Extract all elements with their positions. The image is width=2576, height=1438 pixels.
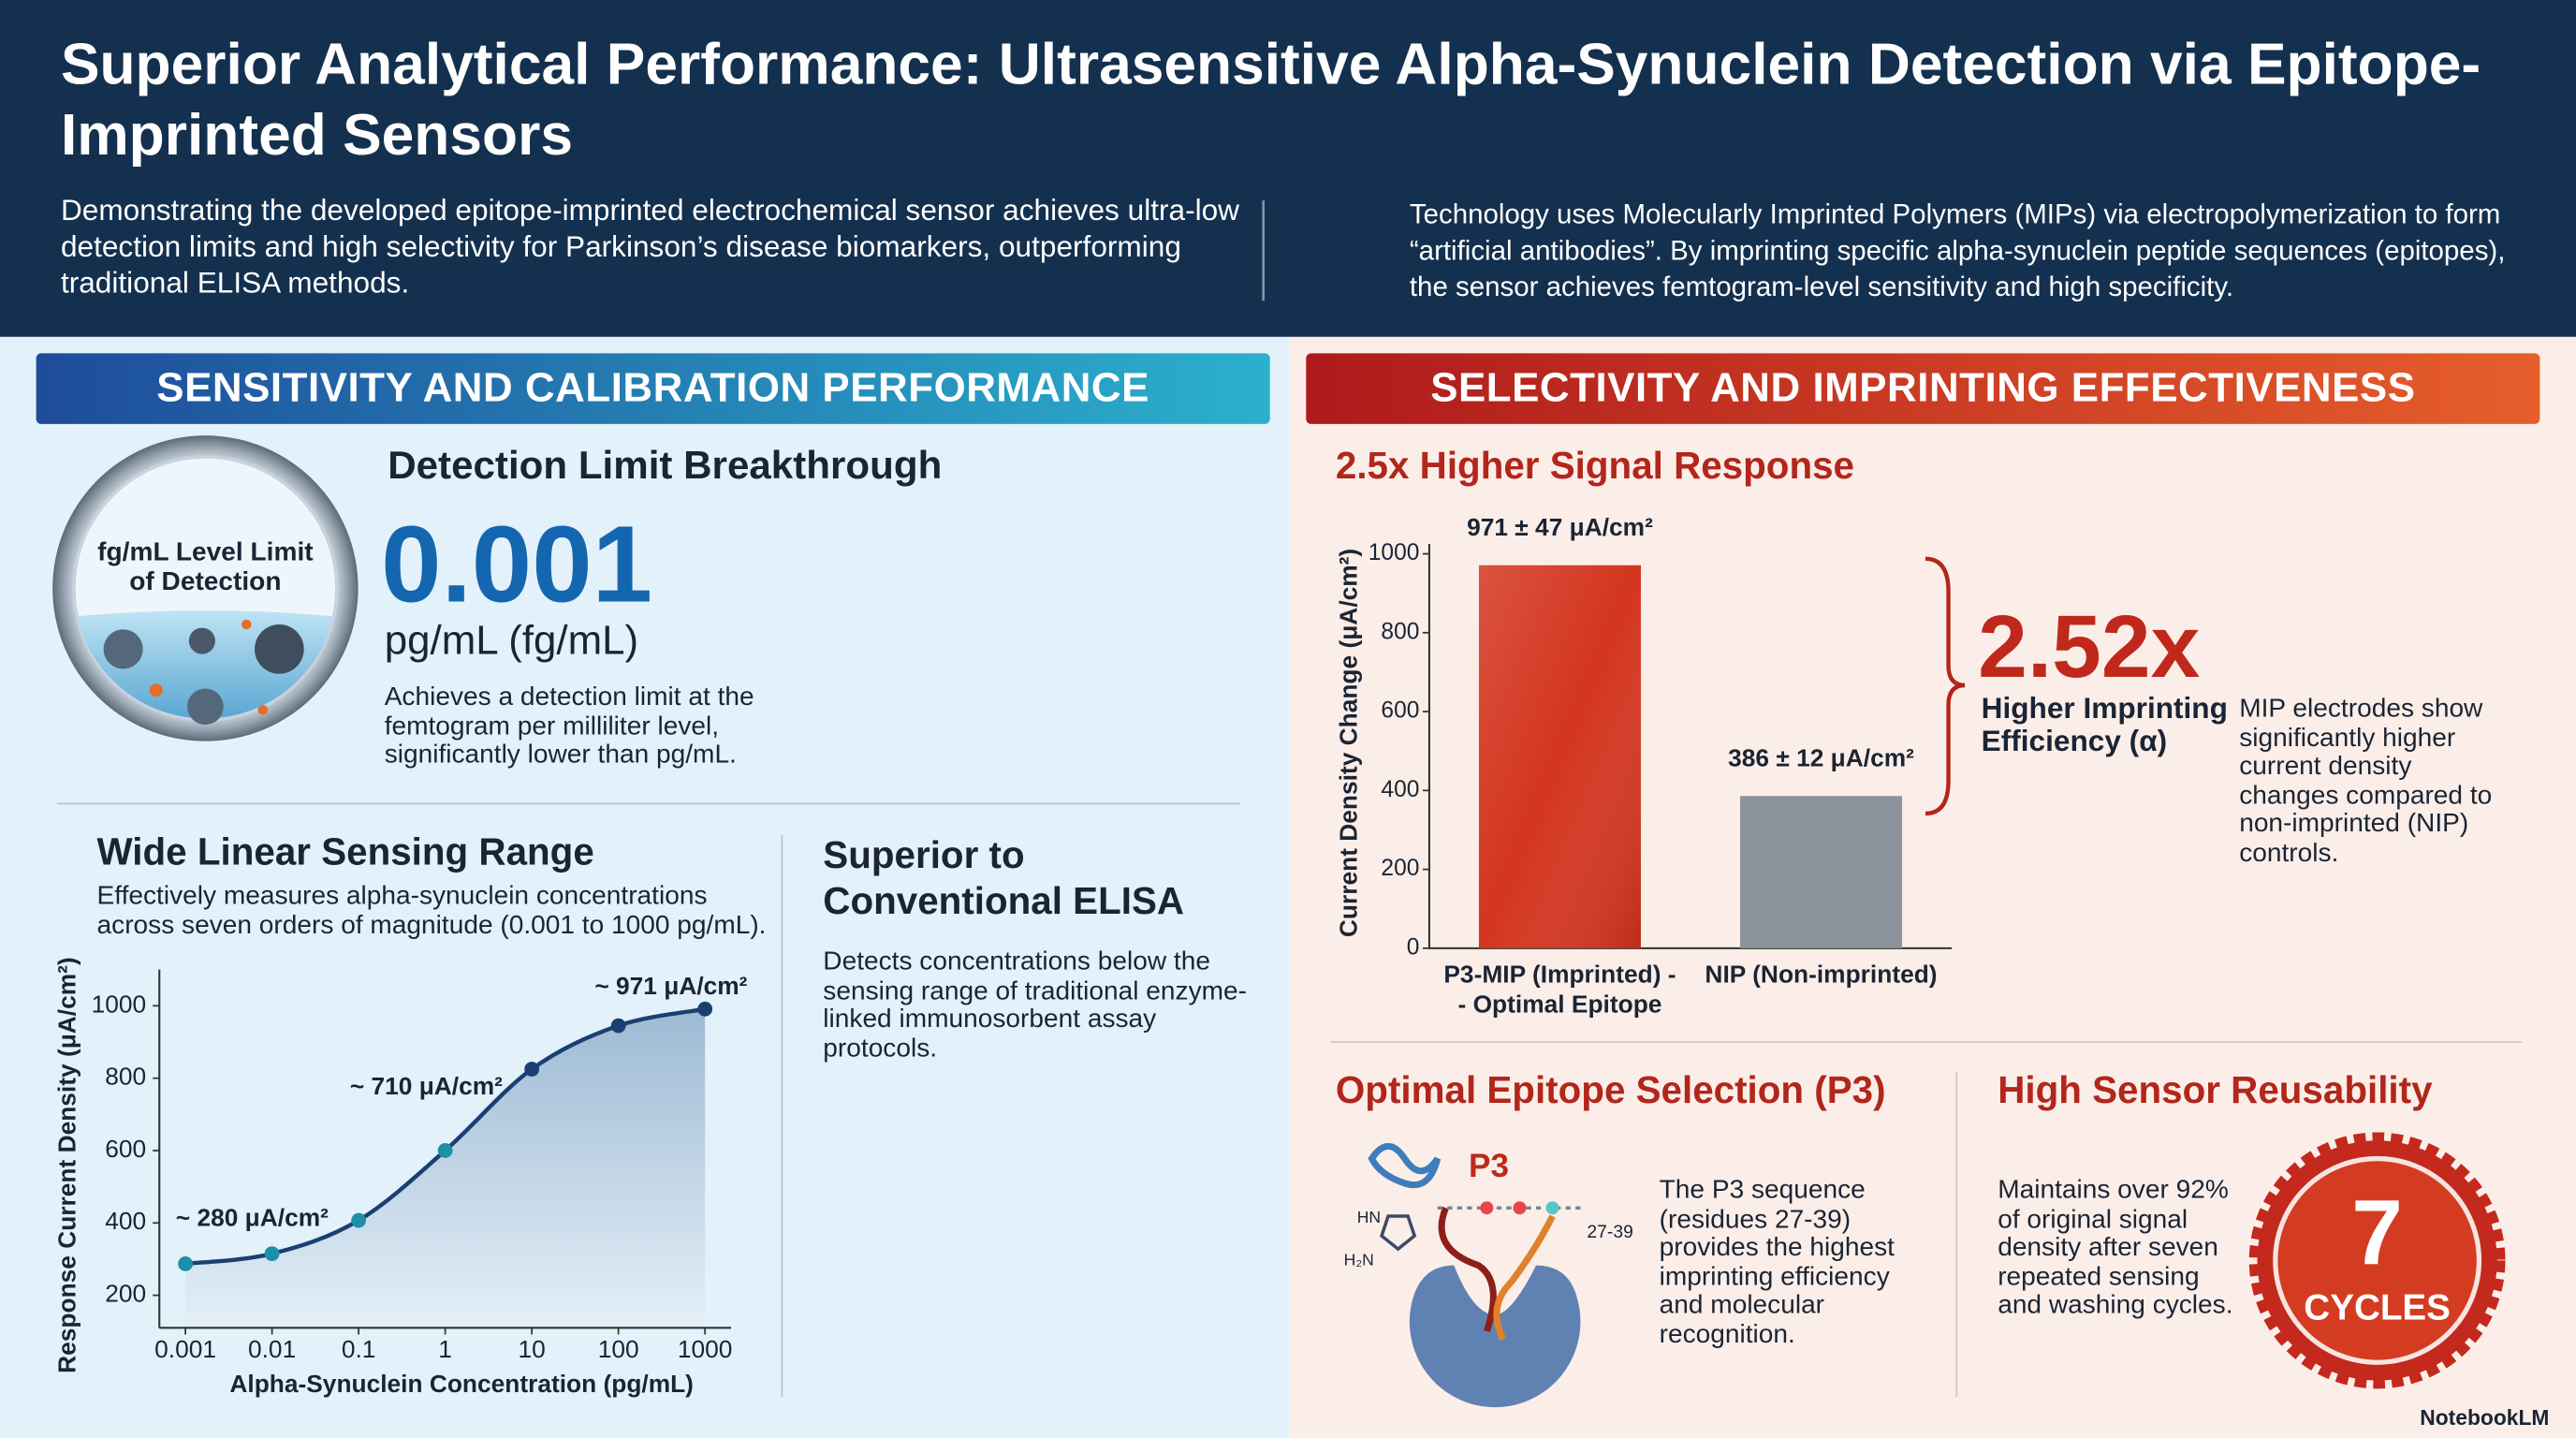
x-tick-label: 1000 [678, 1335, 733, 1363]
annotation: ~ 280 μA/cm² [176, 1203, 329, 1231]
y-axis-label: Current Density Change (μA/cm²) [1335, 549, 1363, 937]
lod-unit: pg/mL (fg/mL) [384, 618, 639, 665]
block-title: Detection Limit Breakthrough [388, 443, 943, 489]
block-title: Wide Linear Sensing Range [96, 829, 594, 873]
y-tick-label: 800 [105, 1063, 146, 1091]
point [610, 1018, 626, 1034]
point [351, 1212, 367, 1228]
group-label: HN [1356, 1209, 1382, 1228]
y-tick-label: 1000 [1368, 540, 1420, 565]
brace [1925, 556, 1966, 816]
block-title: Optimal Epitope Selection (P3) [1335, 1068, 1886, 1111]
y-tick-label: 0 [1407, 934, 1420, 960]
y-tick-label: 400 [1381, 777, 1419, 802]
x-tick-label: 10 [519, 1335, 546, 1363]
y-tick-label: 800 [1381, 619, 1419, 644]
value-label: 971 ± 47 μA/cm² [1467, 513, 1653, 541]
cycle-unit: CYCLES [2304, 1286, 2451, 1328]
x-tick-label: P3-MIP (Imprinted) -- Optimal Epitope [1443, 961, 1676, 1019]
badge-text: fg/mL Level Limit of Detection [97, 538, 314, 597]
epitope-label: P3 [1469, 1149, 1510, 1185]
area [185, 1008, 706, 1328]
x-tick-label: 0.001 [154, 1335, 216, 1363]
ratio-label: Higher Imprinting Efficiency (α) [1981, 692, 2228, 758]
title: Superior Analytical Performance: Ultrase… [60, 31, 2481, 168]
right-heading-bar [1306, 353, 2540, 424]
description: Achieves a detection limit at the femtog… [384, 683, 754, 770]
point [437, 1143, 453, 1158]
residue-label: 27-39 [1587, 1223, 1633, 1243]
x-tick-label: 1 [438, 1335, 452, 1363]
point [178, 1256, 193, 1271]
left-heading-bar [36, 353, 1270, 424]
y-axis-label: Response Current Density (μA/cm²) [53, 957, 81, 1373]
annotation: ~ 710 μA/cm² [350, 1072, 503, 1100]
x-axis-label: Alpha-Synuclein Concentration (pg/mL) [229, 1370, 694, 1398]
header-band [0, 0, 2576, 337]
point [264, 1246, 280, 1262]
y-tick-label: 600 [1381, 698, 1419, 724]
y-tick-label: 1000 [92, 990, 147, 1018]
epitope-diagram [1368, 1142, 1586, 1408]
block-title: High Sensor Reusability [1998, 1068, 2433, 1111]
x-tick-label: 100 [598, 1335, 639, 1363]
bar-texture [1478, 565, 1641, 948]
lod-badge [52, 435, 359, 741]
point [697, 1001, 713, 1017]
summary: Demonstrating the developed epitope-impr… [60, 194, 1240, 300]
description: The P3 sequence (residues 27-39) provide… [1659, 1176, 1895, 1350]
y-tick-label: 400 [105, 1207, 146, 1235]
bar [1740, 796, 1903, 948]
description: Detects concentrations below the sensing… [823, 947, 1247, 1064]
block-title: Superior to Conventional ELISA [823, 832, 1185, 922]
y-tick-label: 200 [1381, 856, 1419, 881]
technology: Technology uses Molecularly Imprinted Po… [1409, 198, 2506, 302]
footer-brand: NotebookLM [2420, 1404, 2550, 1431]
section-heading: SELECTIVITY AND IMPRINTING EFFECTIVENESS [1430, 364, 2416, 411]
y-tick-label: 600 [105, 1135, 146, 1163]
group-label: H₂N [1343, 1252, 1374, 1270]
point [524, 1062, 540, 1077]
block-title: 2.5x Higher Signal Response [1335, 443, 1855, 487]
x-tick-label: 0.1 [342, 1335, 376, 1363]
cycles-seal [2248, 1132, 2506, 1389]
ratio: 2.52x [1978, 597, 2201, 697]
x-tick-label: 0.01 [248, 1335, 296, 1363]
section-heading: SENSITIVITY AND CALIBRATION PERFORMANCE [156, 364, 1149, 411]
lod-value: 0.001 [381, 503, 653, 625]
description: Maintains over 92% of original signal de… [1998, 1176, 2233, 1321]
value-label: 386 ± 12 μA/cm² [1728, 744, 1914, 772]
description: Effectively measures alpha-synuclein con… [96, 882, 767, 940]
description: MIP electrodes show significantly higher… [2239, 695, 2493, 868]
cycle-count: 7 [2351, 1180, 2403, 1284]
y-tick-label: 200 [105, 1280, 146, 1308]
annotation: ~ 971 μA/cm² [594, 972, 747, 1000]
x-tick-label: NIP (Non-imprinted) [1705, 961, 1938, 990]
